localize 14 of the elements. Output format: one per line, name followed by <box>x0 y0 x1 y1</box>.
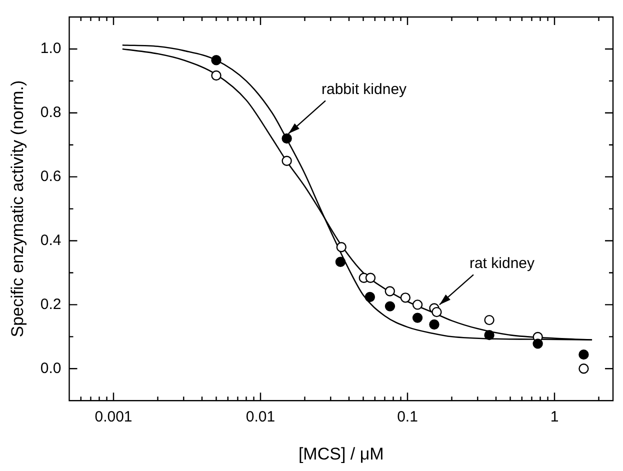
y-tick-label: 0.6 <box>40 168 62 185</box>
x-axis-title: [MCS] / μM <box>298 444 384 464</box>
x-tick-label: 0.001 <box>94 408 132 426</box>
annotation: rat kidney <box>469 254 536 272</box>
y-tick-label: 0.8 <box>40 104 62 122</box>
y-tick-label: 1.0 <box>40 40 62 58</box>
y-tick-label: 0.0 <box>40 360 62 377</box>
x-tick-label: 0.1 <box>397 408 418 426</box>
y-tick-label: 0.4 <box>40 232 62 249</box>
x-tick-label: 0.01 <box>246 408 276 426</box>
y-axis-title: Specific enzymatic activity (norm.) <box>8 80 27 338</box>
annotation: rabbit kidney <box>321 80 408 98</box>
x-tick-label: 1 <box>550 408 559 426</box>
y-tick-label: 0.2 <box>40 296 62 313</box>
